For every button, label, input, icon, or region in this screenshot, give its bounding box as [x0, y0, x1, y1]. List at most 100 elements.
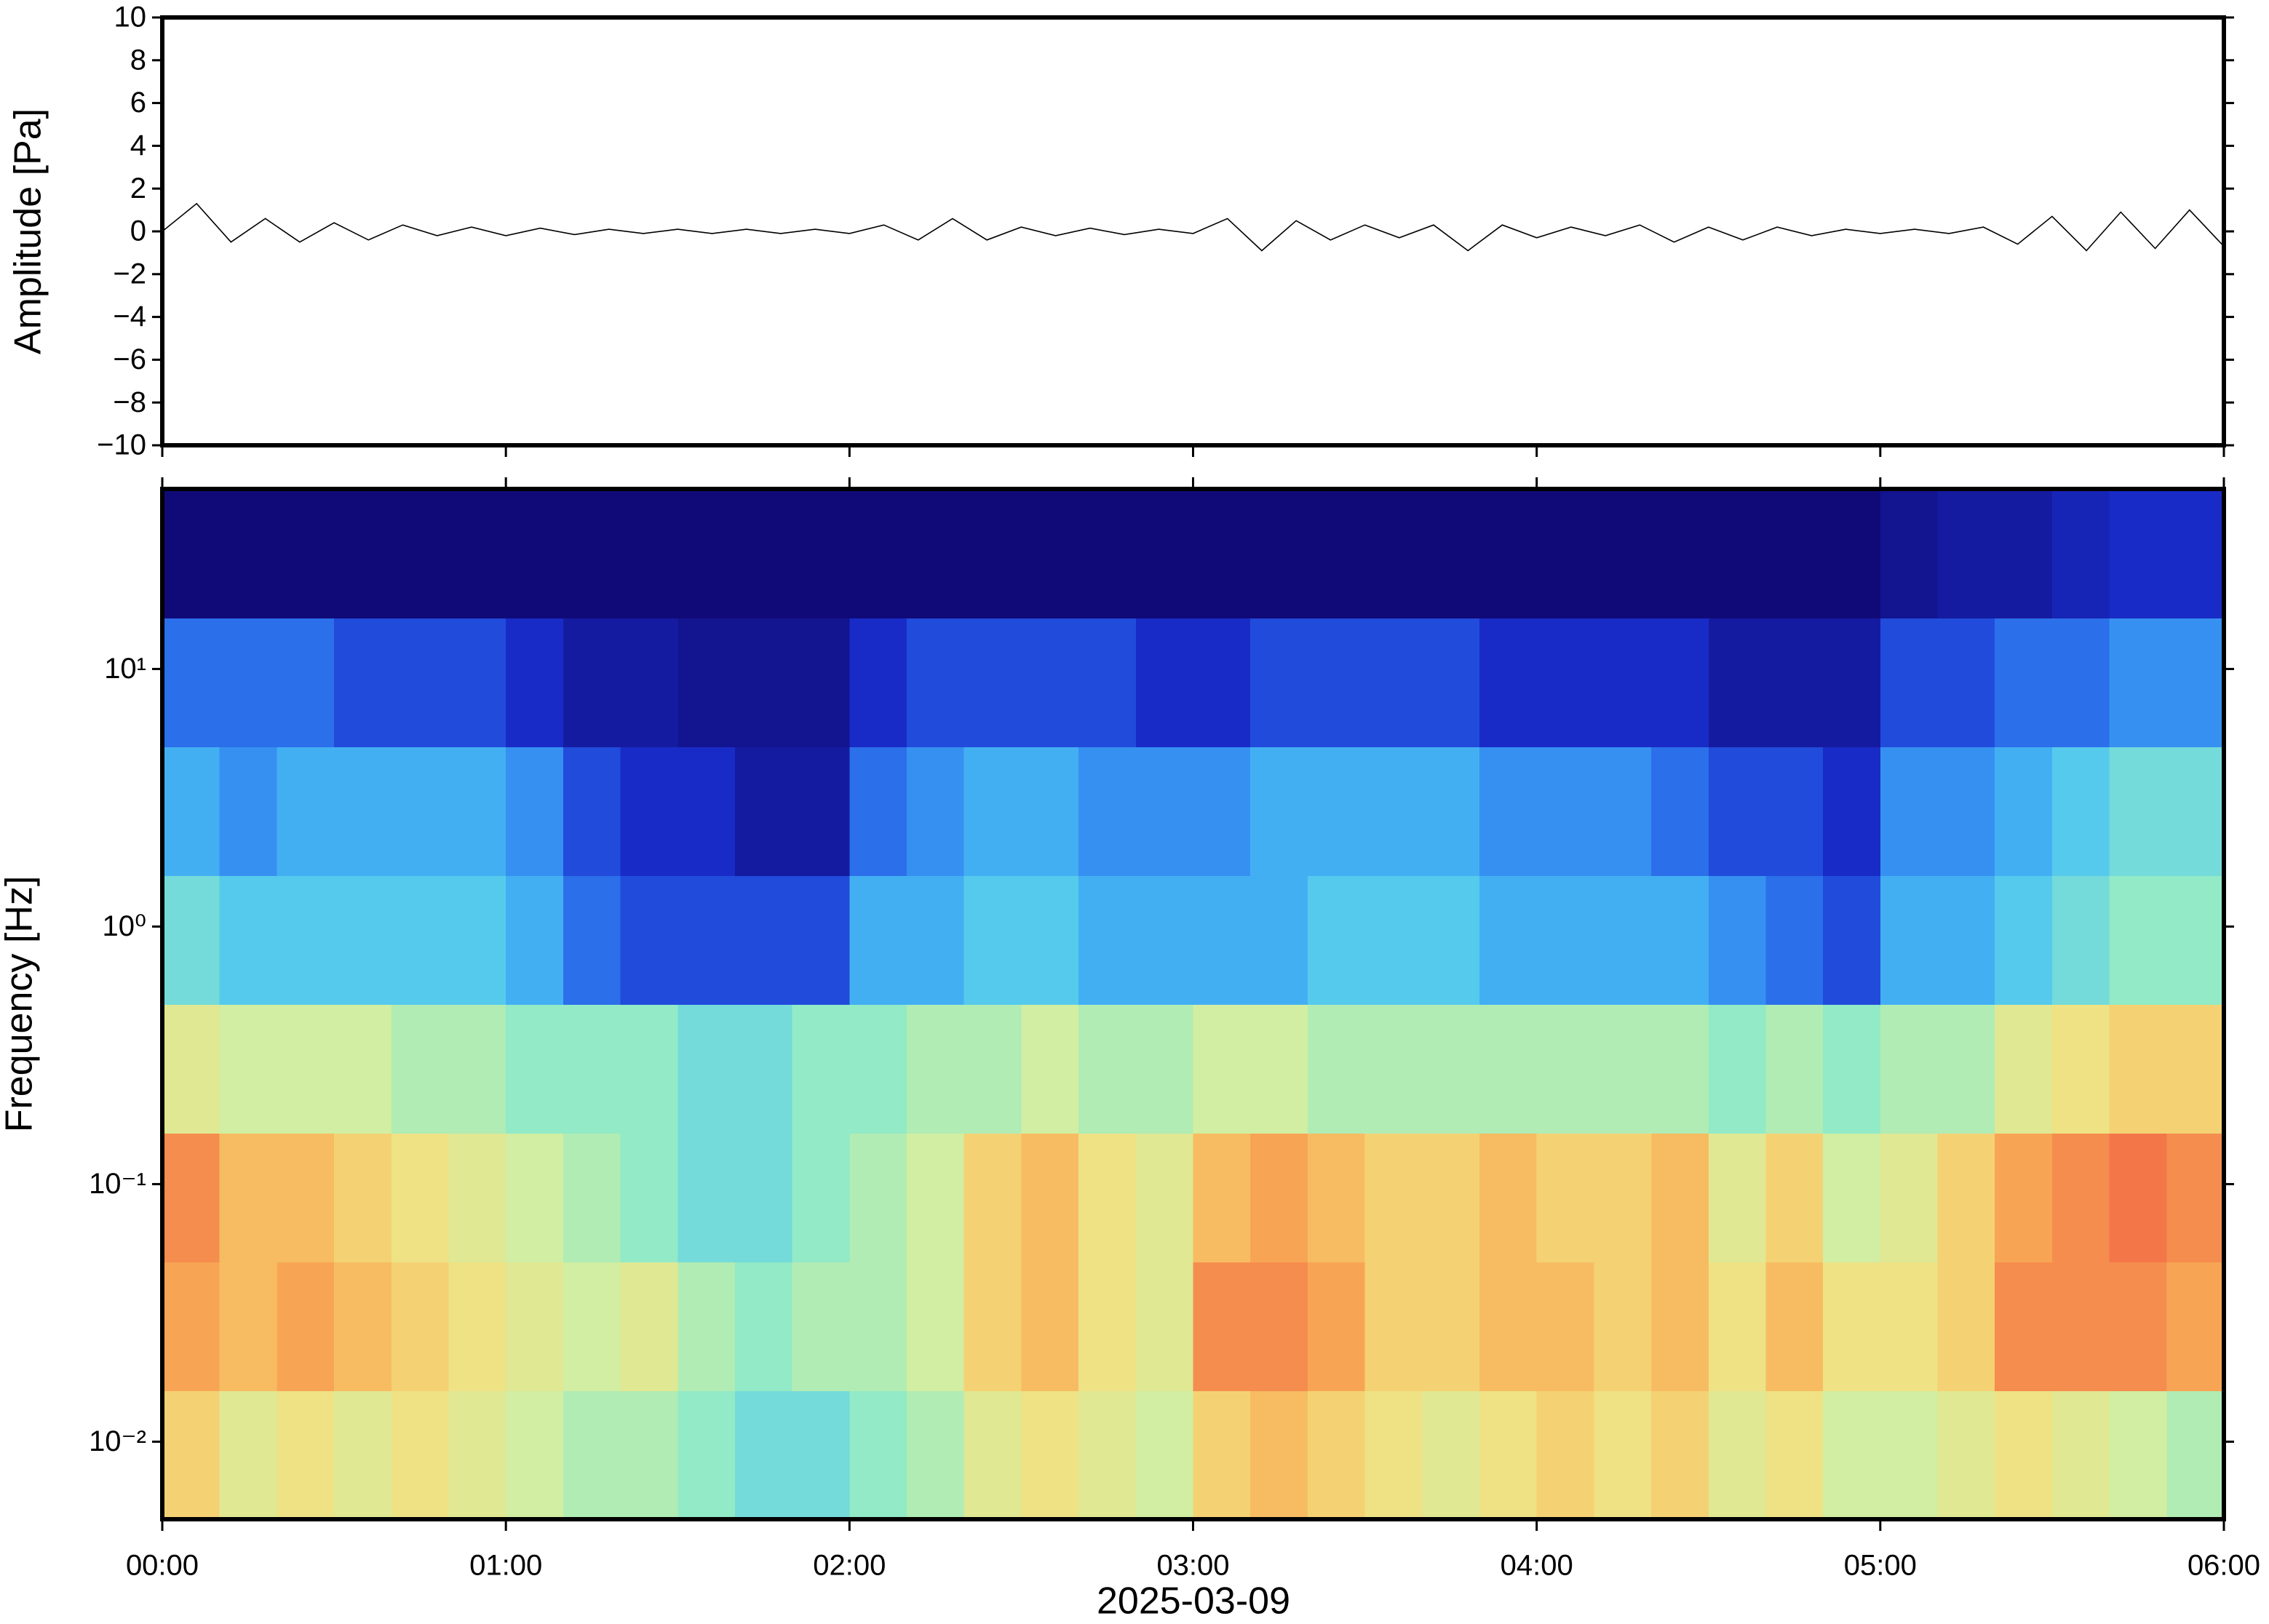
spectrogram-cell	[1536, 747, 1595, 876]
spectrogram-cell	[1823, 1133, 1881, 1262]
spectrogram-cell	[1135, 1262, 1194, 1391]
spectrogram-cell	[1479, 489, 1538, 618]
spectrogram-cell	[277, 618, 335, 747]
spectrogram-cell	[1823, 1262, 1881, 1391]
spectrogram-cell	[2166, 875, 2225, 1005]
spectrogram-cell	[1021, 1262, 1079, 1391]
spectrogram-cell	[1651, 618, 1709, 747]
spectrogram-cell	[1823, 747, 1881, 876]
spectrogram-cell	[792, 1004, 851, 1134]
spectrogram-cell	[1651, 1262, 1709, 1391]
spectrogram-cell	[1765, 1004, 1824, 1134]
spectrogram-cell	[391, 1262, 450, 1391]
spectrogram-cell	[277, 747, 335, 876]
spectrogram-cell	[1307, 489, 1366, 618]
spectrogram-cell	[1422, 1133, 1480, 1262]
spectrogram-cell	[219, 1133, 278, 1262]
spectrogram-cell	[1536, 1390, 1595, 1520]
spectrogram-cell	[1078, 875, 1137, 1005]
spectrogram-cell	[1823, 875, 1881, 1005]
spectrogram-cell	[1479, 875, 1538, 1005]
spectrogram-cell	[734, 1262, 793, 1391]
spectrogram-cell	[792, 1390, 851, 1520]
spectrogram-cell	[792, 489, 851, 618]
spectrogram-cell	[2166, 1133, 2225, 1262]
spectrogram-cell	[1708, 489, 1767, 618]
frequency-axis-label: Frequency [Hz]	[0, 876, 41, 1133]
spectrogram-cell	[1937, 875, 1996, 1005]
spectrogram-cell	[907, 618, 965, 747]
spectrogram-cell	[1078, 747, 1137, 876]
spectrogram-cell	[849, 1390, 907, 1520]
spectrogram-cell	[1364, 1004, 1423, 1134]
spectrogram-cell	[506, 747, 564, 876]
spectrogram-cell	[1250, 1004, 1308, 1134]
spectrogram-cell	[391, 1133, 450, 1262]
y-tick-label: −6	[113, 343, 146, 375]
spectrogram-cell	[1193, 875, 1251, 1005]
spectrogram-cell	[1651, 1390, 1709, 1520]
spectrogram-cell	[1135, 747, 1194, 876]
spectrogram-cell	[1021, 747, 1079, 876]
spectrogram-cell	[162, 1390, 220, 1520]
spectrogram-cell	[2109, 618, 2168, 747]
spectrogram-cell	[1937, 618, 1996, 747]
spectrogram-cell	[849, 1262, 907, 1391]
spectrogram-cell	[219, 1262, 278, 1391]
spectrogram-cell	[506, 489, 564, 618]
spectrogram-cell	[2051, 1133, 2110, 1262]
spectrogram-cell	[219, 875, 278, 1005]
spectrogram-cell	[1364, 747, 1423, 876]
spectrogram-cell	[563, 489, 621, 618]
spectrogram-cell	[1422, 747, 1480, 876]
spectrogram-cell	[677, 489, 736, 618]
spectrogram-cell	[1307, 618, 1366, 747]
spectrogram-cell	[219, 747, 278, 876]
spectrogram-cell	[1880, 489, 1939, 618]
spectrogram-cell	[1708, 747, 1767, 876]
spectrogram-cell	[620, 875, 679, 1005]
y-tick-label: 10⁻¹	[89, 1168, 146, 1200]
spectrogram-cell	[1880, 747, 1939, 876]
spectrogram-cell	[219, 1390, 278, 1520]
spectrogram-cell	[1250, 489, 1308, 618]
spectrogram-cell	[734, 618, 793, 747]
time-axis-label: 2025-03-09	[1097, 1580, 1290, 1623]
x-tick-label: 03:00	[1156, 1550, 1229, 1582]
spectrogram-cell	[1594, 618, 1652, 747]
spectrogram-cell	[1536, 1004, 1595, 1134]
spectrogram-cell	[1995, 747, 2053, 876]
y-tick-label: −8	[113, 386, 146, 418]
spectrogram-cell	[391, 747, 450, 876]
spectrogram-cell	[1765, 1390, 1824, 1520]
spectrogram-cell	[1422, 1262, 1480, 1391]
x-tick-label: 04:00	[1501, 1550, 1573, 1582]
spectrogram-cell	[1078, 1004, 1137, 1134]
spectrogram-cell	[677, 875, 736, 1005]
spectrogram-cell	[620, 618, 679, 747]
spectrogram-cell	[1594, 489, 1652, 618]
spectrogram-cell	[162, 489, 220, 618]
spectrogram-cell	[1823, 618, 1881, 747]
spectrogram-cell	[2051, 618, 2110, 747]
spectrogram-cell	[1594, 1133, 1652, 1262]
spectrogram-cell	[448, 1390, 506, 1520]
spectrogram-cell	[1651, 875, 1709, 1005]
spectrogram-cell	[792, 747, 851, 876]
spectrogram-cell	[907, 1262, 965, 1391]
spectrogram-cell	[563, 875, 621, 1005]
spectrogram-cell	[1250, 618, 1308, 747]
spectrogram-cell	[2166, 1004, 2225, 1134]
y-tick-label: 10	[114, 1, 147, 33]
spectrogram-cell	[1708, 1004, 1767, 1134]
spectrogram-cell	[1193, 1133, 1251, 1262]
spectrogram-cell	[2109, 1262, 2168, 1391]
spectrogram-cell	[1937, 1390, 1996, 1520]
spectrogram-cell	[1021, 1004, 1079, 1134]
spectrogram-cell	[219, 1004, 278, 1134]
spectrogram-cell	[1307, 1262, 1366, 1391]
spectrogram-cell	[1250, 1262, 1308, 1391]
spectrogram-cell	[162, 1133, 220, 1262]
spectrogram-cell	[2109, 875, 2168, 1005]
spectrogram-cell	[334, 1133, 392, 1262]
